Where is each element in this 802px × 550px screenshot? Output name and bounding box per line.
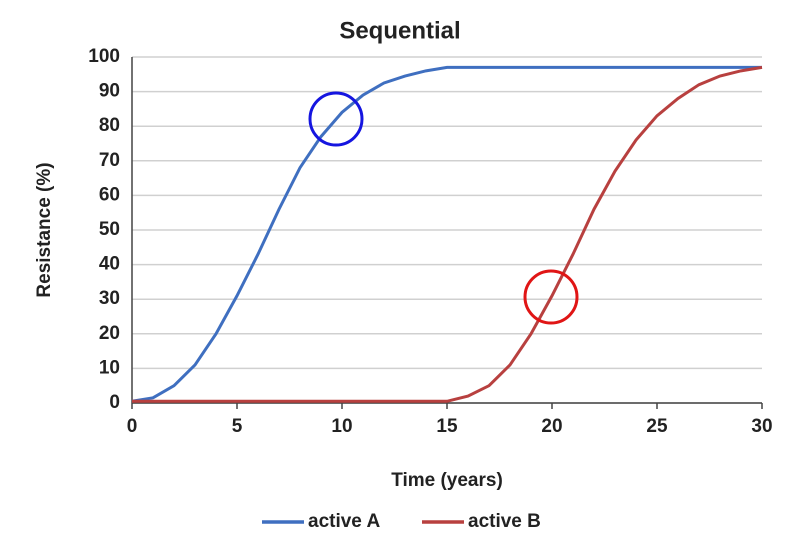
data-line [132, 65, 763, 403]
x-tick-label: 20 [541, 416, 562, 437]
y-tick-label: 70 [99, 150, 120, 171]
x-tick-label: 25 [646, 416, 668, 437]
y-tick-label: 100 [88, 46, 120, 67]
x-axis-label: Time (years) [391, 470, 503, 491]
x-tick-label: 5 [232, 416, 243, 437]
chart-title: Sequential [339, 17, 460, 44]
y-tick-label: 0 [109, 392, 120, 413]
data-line [131, 65, 762, 403]
plot-area: 0 10 20 30 40 50 60 70 80 90 100 0 5 10 15 20 25 30 [88, 46, 772, 437]
legend-label: active B [468, 511, 541, 532]
x-tick-label: 15 [436, 416, 458, 437]
y-tick-label: 60 [99, 184, 120, 205]
y-tick-label: 50 [99, 219, 120, 240]
highlight-circle [308, 91, 364, 147]
x-tick-label: 30 [751, 416, 772, 437]
x-tick-label: 0 [127, 416, 138, 437]
y-tick-label: 90 [99, 81, 120, 102]
y-tick-label: 10 [99, 357, 120, 378]
y-tick-label: 20 [99, 323, 120, 344]
y-axis-label: Resistance (%) [34, 162, 55, 297]
y-tick-label: 80 [99, 115, 120, 136]
highlight-circle [523, 269, 579, 325]
x-tick-label: 10 [331, 416, 352, 437]
y-tick-label: 40 [99, 254, 120, 275]
legend-label: active A [308, 511, 380, 532]
y-tick-label: 30 [99, 288, 120, 309]
